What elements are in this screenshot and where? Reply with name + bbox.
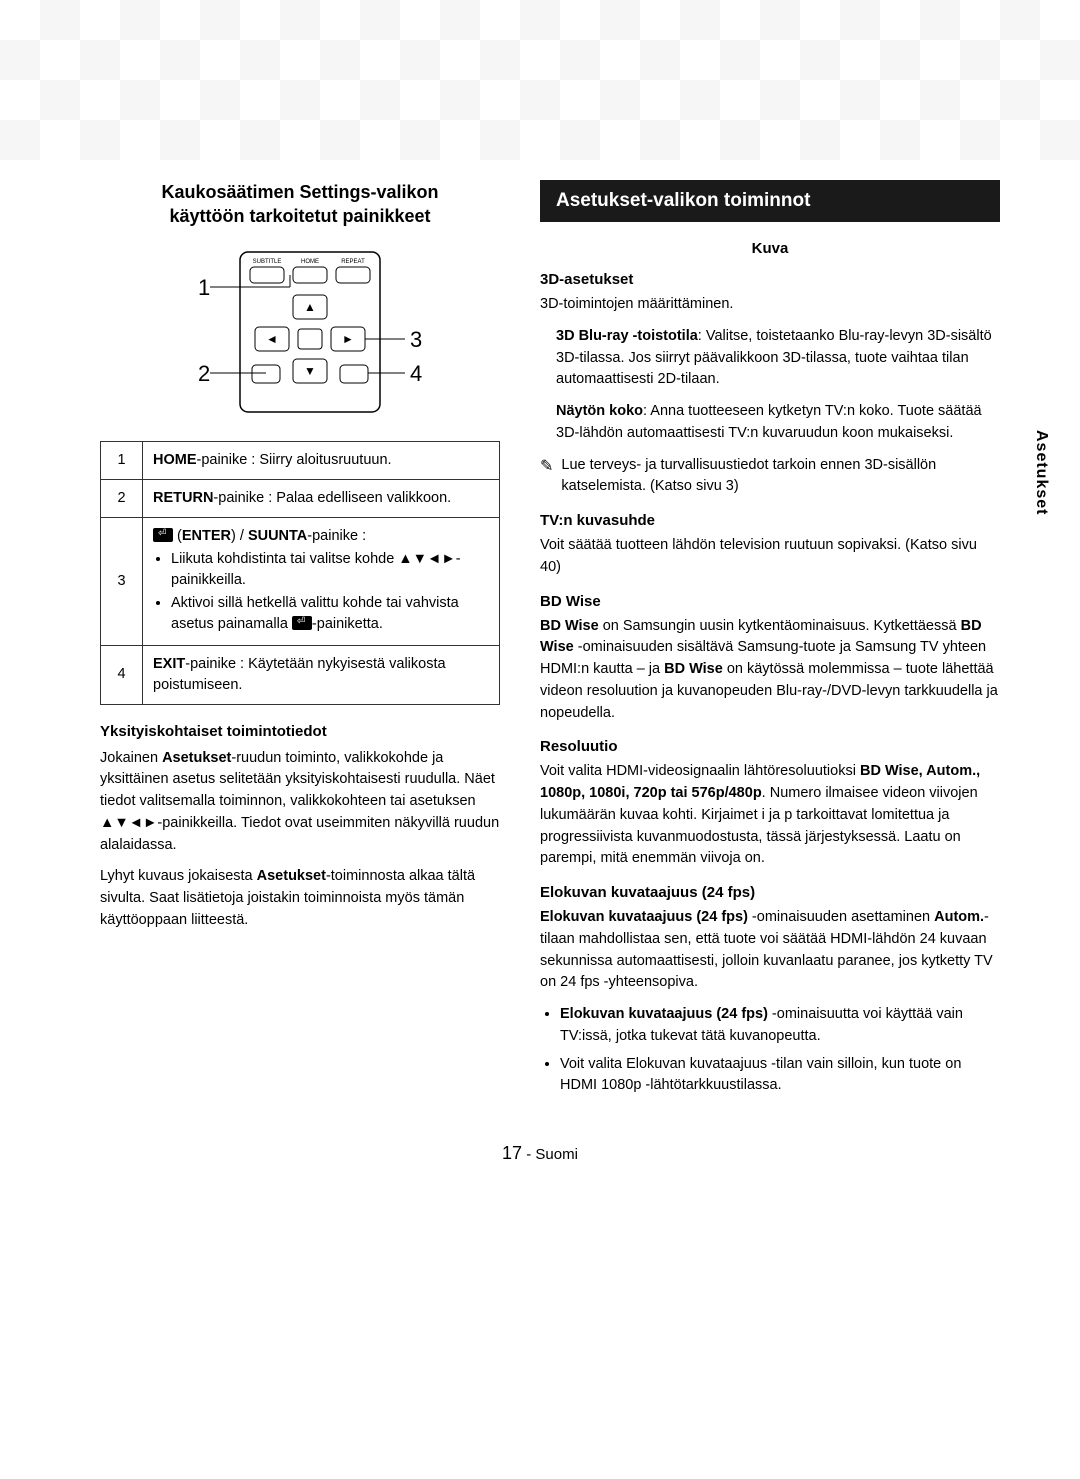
body-paragraph: 3D Blu-ray -toistotila: Valitse, toistet… <box>556 326 1000 391</box>
enter-icon <box>292 616 312 630</box>
body-paragraph: Voit valita HDMI-videosignaalin lähtöres… <box>540 761 1000 870</box>
enter-icon <box>153 528 173 542</box>
table-row: 1 HOME-painike : Siirry aloitusruutuun. <box>101 441 500 479</box>
decorative-header <box>0 0 1080 160</box>
body-paragraph: Jokainen Asetukset-ruudun toiminto, vali… <box>100 748 500 857</box>
callout-1: 1 <box>198 275 210 300</box>
sub-heading: Yksityiskohtaiset toimintotiedot <box>100 723 500 740</box>
svg-text:▲: ▲ <box>304 300 316 314</box>
setting-heading: Resoluutio <box>540 738 1000 755</box>
right-column: Asetukset-valikon toiminnot Kuva 3D-aset… <box>540 180 1000 1103</box>
page-number: 17 <box>502 1143 522 1163</box>
label-subtitle: SUBTITLE <box>253 259 282 265</box>
heading-line1: Kaukosäätimen Settings-valikon <box>161 182 438 202</box>
body-paragraph: 3D-toimintojen määrittäminen. <box>540 294 1000 316</box>
body-paragraph: Voit säätää tuotteen lähdön television r… <box>540 535 1000 579</box>
table-row: 2 RETURN-painike : Palaa edelliseen vali… <box>101 479 500 517</box>
row-desc: (ENTER) / SUUNTA-painike : Liikuta kohdi… <box>143 517 500 645</box>
callout-2: 2 <box>198 361 210 386</box>
row-desc: RETURN-painike : Palaa edelliseen valikk… <box>143 479 500 517</box>
content-area: Kaukosäätimen Settings-valikon käyttöön … <box>0 160 1080 1133</box>
note-text: Lue terveys- ja turvallisuustiedot tarko… <box>561 455 1000 499</box>
left-heading: Kaukosäätimen Settings-valikon käyttöön … <box>100 180 500 229</box>
setting-heading: Elokuvan kuvataajuus (24 fps) <box>540 884 1000 901</box>
heading-line2: käyttöön tarkoitetut painikkeet <box>169 206 430 226</box>
callout-3: 3 <box>410 327 422 352</box>
row-desc: HOME-painike : Siirry aloitusruutuun. <box>143 441 500 479</box>
table-row: 3 (ENTER) / SUUNTA-painike : Liikuta koh… <box>101 517 500 645</box>
row-num: 1 <box>101 441 143 479</box>
category-label: Kuva <box>540 240 1000 257</box>
row-desc: EXIT-painike : Käytetään nykyisestä vali… <box>143 645 500 704</box>
list-item: Elokuvan kuvataajuus (24 fps) -ominaisuu… <box>560 1004 1000 1048</box>
svg-text:▼: ▼ <box>304 364 316 378</box>
list-item: Aktivoi sillä hetkellä valittu kohde tai… <box>171 593 489 635</box>
svg-text:►: ► <box>342 332 354 346</box>
row-num: 4 <box>101 645 143 704</box>
body-paragraph: BD Wise on Samsungin uusin kytkentäomina… <box>540 616 1000 725</box>
section-banner: Asetukset-valikon toiminnot <box>540 180 1000 222</box>
table-row: 4 EXIT-painike : Käytetään nykyisestä va… <box>101 645 500 704</box>
setting-heading: TV:n kuvasuhde <box>540 512 1000 529</box>
body-paragraph: Näytön koko: Anna tuotteeseen kytketyn T… <box>556 401 1000 445</box>
list-item: Liikuta kohdistinta tai valitse kohde ▲▼… <box>171 549 489 591</box>
svg-text:◄: ◄ <box>266 332 278 346</box>
side-tab: Asetukset <box>1032 430 1050 515</box>
setting-heading: BD Wise <box>540 593 1000 610</box>
note: ✎ Lue terveys- ja turvallisuustiedot tar… <box>540 455 1000 499</box>
row-num: 2 <box>101 479 143 517</box>
label-home: HOME <box>301 259 319 265</box>
note-icon: ✎ <box>540 455 553 499</box>
page-footer: 17 - Suomi <box>0 1133 1080 1204</box>
left-column: Kaukosäätimen Settings-valikon käyttöön … <box>100 180 500 1103</box>
remote-diagram: SUBTITLE HOME REPEAT ▲ ◄ ► ▼ <box>100 247 500 417</box>
button-table: 1 HOME-painike : Siirry aloitusruutuun. … <box>100 441 500 705</box>
row-num: 3 <box>101 517 143 645</box>
page-lang: - Suomi <box>526 1146 578 1163</box>
label-repeat: REPEAT <box>341 259 365 265</box>
body-paragraph: Elokuvan kuvataajuus (24 fps) -ominaisuu… <box>540 907 1000 994</box>
callout-4: 4 <box>410 361 422 386</box>
setting-heading: 3D-asetukset <box>540 271 1000 288</box>
body-paragraph: Lyhyt kuvaus jokaisesta Asetukset-toimin… <box>100 866 500 931</box>
list-item: Voit valita Elokuvan kuvataajuus -tilan … <box>560 1054 1000 1098</box>
remote-svg: SUBTITLE HOME REPEAT ▲ ◄ ► ▼ <box>170 247 430 417</box>
